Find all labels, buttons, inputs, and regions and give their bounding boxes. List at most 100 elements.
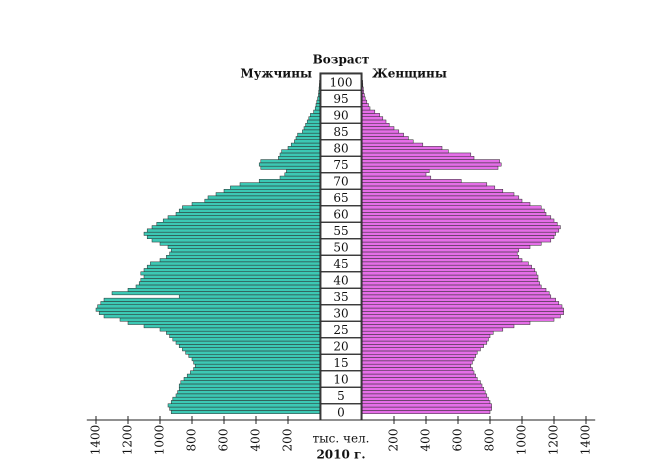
bar — [151, 238, 321, 243]
age-box — [320, 73, 362, 91]
bar — [156, 222, 321, 226]
bar — [361, 231, 556, 236]
bar — [143, 268, 321, 273]
bar — [193, 367, 321, 372]
bar — [361, 99, 368, 104]
bar — [361, 340, 488, 345]
bar — [178, 344, 321, 348]
bar — [95, 307, 321, 312]
bar — [361, 182, 488, 187]
bar — [361, 297, 556, 302]
legend-label: Женщины — [372, 67, 447, 81]
bar — [287, 146, 321, 150]
bar — [162, 218, 321, 223]
bar — [167, 245, 321, 249]
bar — [159, 258, 321, 263]
bar — [361, 146, 443, 150]
bar — [361, 264, 532, 269]
bar — [223, 189, 321, 193]
bar — [361, 261, 529, 266]
bar — [361, 225, 561, 230]
bar — [175, 340, 321, 345]
bar — [361, 344, 484, 348]
annotation: 2010 г. — [316, 448, 365, 462]
bar — [284, 172, 321, 177]
bar — [194, 363, 321, 368]
age-box — [320, 255, 362, 272]
bar — [193, 360, 321, 365]
bar — [303, 126, 321, 131]
bar — [159, 327, 321, 332]
age-box — [320, 321, 362, 338]
x-tick-label: 200 — [387, 429, 401, 452]
bar — [361, 179, 462, 183]
bar — [361, 228, 560, 233]
bar — [361, 212, 547, 216]
age-box — [320, 172, 362, 190]
bar — [204, 198, 321, 203]
bar — [308, 116, 321, 121]
bar — [286, 169, 321, 173]
bar — [361, 311, 564, 315]
bar — [361, 215, 552, 220]
age-box — [320, 271, 362, 289]
bar — [315, 103, 321, 107]
y-tick-label: 40 — [333, 274, 348, 288]
bar — [100, 301, 321, 306]
age-column — [319, 72, 363, 421]
age-box — [320, 387, 362, 404]
bar — [361, 175, 432, 180]
bar — [294, 139, 321, 144]
bar — [361, 360, 473, 365]
bar — [361, 126, 395, 131]
x-tick-label: 600 — [217, 429, 231, 452]
y-tick-label: 75 — [333, 158, 348, 172]
x-tick-label: 1200 — [121, 425, 135, 456]
bar — [361, 284, 542, 289]
x-label: тыс. чел. — [312, 432, 369, 446]
bar — [361, 235, 555, 239]
bar — [361, 162, 502, 167]
bar — [361, 380, 481, 385]
bar — [361, 274, 539, 279]
bar — [302, 129, 321, 134]
bar — [281, 149, 321, 154]
y-label: Возраст — [313, 53, 370, 67]
bar — [215, 192, 321, 197]
bar — [361, 192, 515, 197]
bar — [182, 205, 321, 210]
bar — [361, 109, 376, 114]
x-tick-label: 200 — [281, 429, 295, 452]
bar — [170, 400, 321, 405]
bar — [361, 116, 384, 121]
age-box — [320, 123, 362, 140]
bar — [230, 185, 321, 190]
bar — [361, 294, 552, 299]
bar — [361, 291, 550, 296]
bar — [361, 218, 555, 223]
age-box — [320, 304, 362, 322]
bar — [167, 215, 321, 220]
bar — [361, 198, 523, 203]
y-tick-label: 85 — [333, 125, 348, 139]
bar — [103, 314, 321, 319]
bar — [361, 383, 483, 388]
x-tick-label: 1000 — [515, 425, 529, 456]
x-tick-label: 400 — [419, 429, 433, 452]
bar — [361, 208, 545, 213]
bar — [305, 123, 321, 127]
bar — [361, 185, 496, 190]
bar — [178, 208, 321, 213]
bar — [150, 261, 321, 266]
y-tick-label: 60 — [333, 208, 348, 222]
bar — [361, 156, 475, 160]
age-box — [320, 106, 362, 124]
age-box — [320, 189, 362, 206]
bar — [361, 406, 492, 411]
bar — [361, 169, 430, 173]
y-tick-label: 15 — [333, 356, 348, 370]
bar — [361, 377, 478, 381]
x-tick-label: 600 — [451, 429, 465, 452]
bar — [127, 321, 321, 325]
bar — [260, 165, 321, 170]
